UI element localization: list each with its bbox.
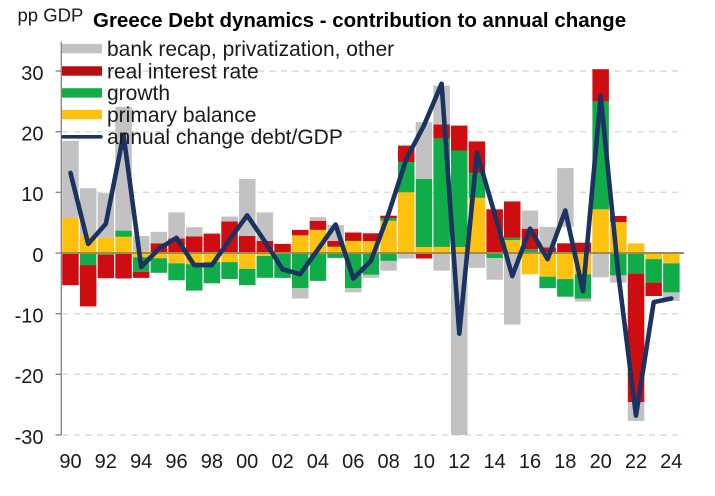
svg-text:annual change debt/GDP: annual change debt/GDP bbox=[107, 126, 343, 149]
svg-text:growth: growth bbox=[107, 82, 170, 105]
svg-text:08: 08 bbox=[377, 451, 399, 473]
svg-text:16: 16 bbox=[519, 451, 541, 473]
svg-text:primary balance: primary balance bbox=[107, 104, 256, 127]
svg-text:00: 00 bbox=[236, 451, 258, 473]
svg-text:22: 22 bbox=[625, 451, 647, 473]
svg-text:pp GDP: pp GDP bbox=[18, 5, 84, 26]
svg-text:96: 96 bbox=[165, 451, 187, 473]
svg-text:20: 20 bbox=[590, 451, 612, 473]
svg-text:24: 24 bbox=[660, 451, 682, 473]
svg-text:94: 94 bbox=[130, 451, 152, 473]
svg-text:30: 30 bbox=[21, 63, 43, 85]
svg-text:10: 10 bbox=[413, 451, 435, 473]
svg-text:-20: -20 bbox=[15, 366, 44, 388]
svg-text:-30: -30 bbox=[15, 427, 44, 449]
svg-text:Greece Debt dynamics - contrib: Greece Debt dynamics - contribution to a… bbox=[93, 9, 626, 32]
svg-text:12: 12 bbox=[448, 451, 470, 473]
svg-text:18: 18 bbox=[554, 451, 576, 473]
svg-text:92: 92 bbox=[95, 451, 117, 473]
svg-text:02: 02 bbox=[271, 451, 293, 473]
svg-text:real interest rate: real interest rate bbox=[107, 60, 259, 83]
svg-text:bank recap, privatization, oth: bank recap, privatization, other bbox=[107, 38, 394, 61]
svg-text:20: 20 bbox=[21, 124, 43, 146]
svg-text:-10: -10 bbox=[15, 306, 44, 328]
svg-text:06: 06 bbox=[342, 451, 364, 473]
svg-text:04: 04 bbox=[307, 451, 329, 473]
svg-text:14: 14 bbox=[483, 451, 505, 473]
svg-text:98: 98 bbox=[201, 451, 223, 473]
svg-text:0: 0 bbox=[32, 245, 43, 267]
svg-text:90: 90 bbox=[59, 451, 81, 473]
svg-text:10: 10 bbox=[21, 184, 43, 206]
